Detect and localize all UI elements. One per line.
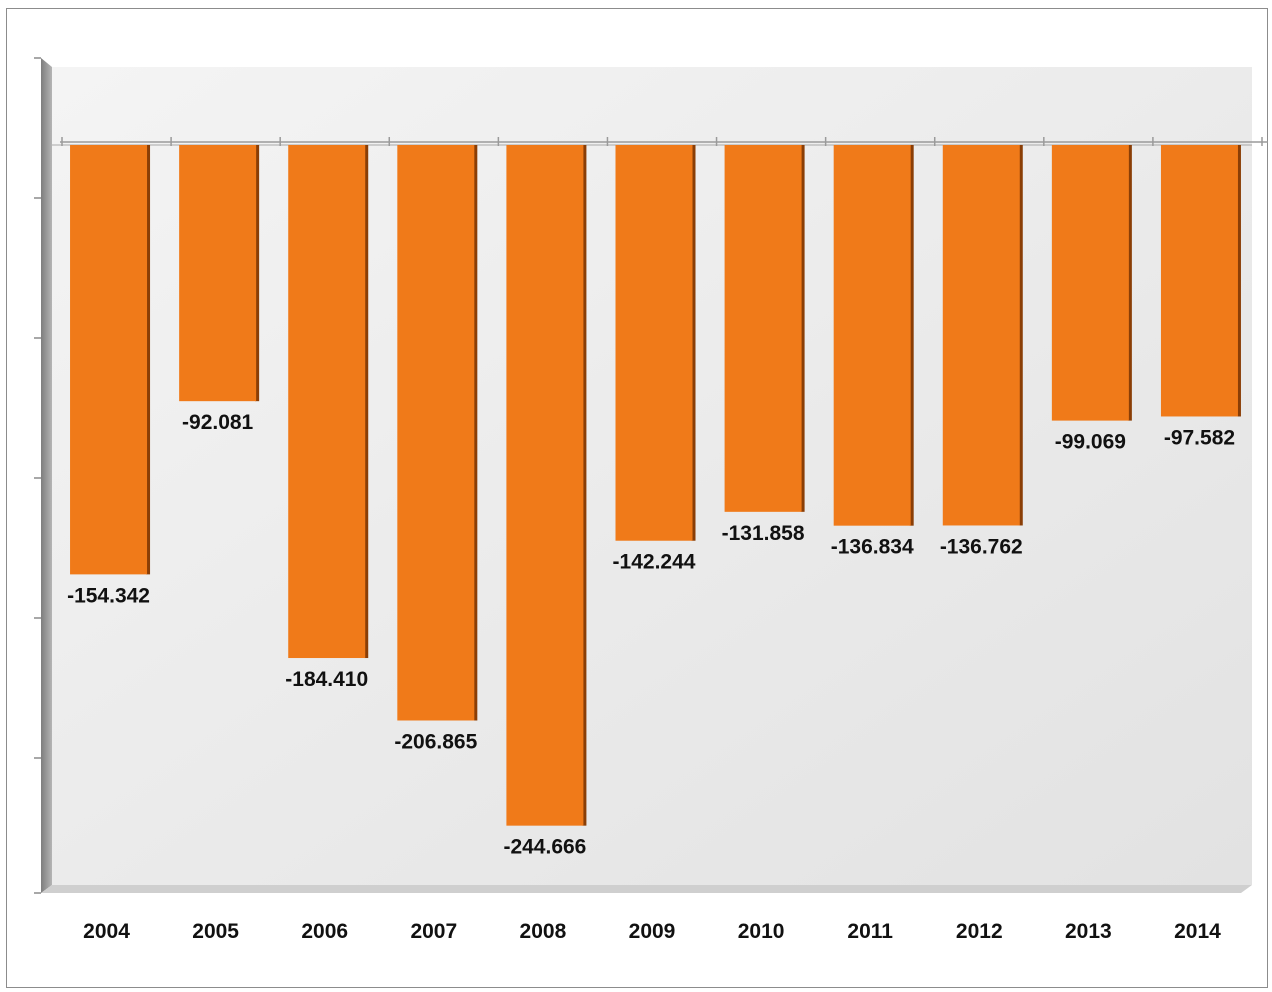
x-tick-label-2014: 2014: [1174, 920, 1221, 943]
bar-side-2006: [364, 145, 369, 659]
bar-side-2004: [146, 145, 151, 575]
bar-2004: [70, 145, 148, 575]
bar-2012: [942, 145, 1020, 526]
plot-floor: [41, 885, 1252, 893]
bar-2007: [397, 145, 475, 721]
bar-side-2011: [909, 145, 914, 526]
data-label-2008: -244.666: [503, 836, 586, 859]
data-label-2004: -154.342: [67, 584, 150, 607]
bar-side-2005: [255, 145, 260, 402]
bar-side-2012: [1018, 145, 1023, 526]
bars-group: [70, 145, 1241, 826]
x-tick-label-2012: 2012: [956, 920, 1003, 943]
x-tick-label-2008: 2008: [520, 920, 567, 943]
bar-2014: [1160, 145, 1238, 417]
x-tick-label-2007: 2007: [410, 920, 457, 943]
data-label-2014: -97.582: [1164, 426, 1235, 449]
x-axis-labels: 2004 2005 2006 2007 2008 2009 2010 2011 2012 2013…: [83, 920, 1221, 943]
bar-side-2009: [691, 145, 696, 541]
bar-side-2013: [1127, 145, 1132, 421]
bar-side-2014: [1236, 145, 1241, 417]
bar-2006: [288, 145, 366, 659]
data-label-2007: -206.865: [394, 730, 477, 753]
data-label-2009: -142.244: [613, 551, 696, 574]
x-tick-label-2006: 2006: [301, 920, 348, 943]
axis-side-wall: [41, 58, 52, 893]
bar-side-2010: [800, 145, 805, 512]
bar-2009: [615, 145, 693, 541]
bar-2011: [833, 145, 911, 526]
x-tick-label-2011: 2011: [847, 920, 893, 943]
data-label-2005: -92.081: [182, 411, 254, 434]
bar-2013: [1051, 145, 1129, 421]
y-axis-ticks: [34, 57, 41, 894]
bar-2010: [724, 145, 802, 512]
data-label-2010: -131.858: [722, 522, 805, 545]
data-label-2012: -136.762: [940, 535, 1023, 558]
bar-2005: [179, 145, 257, 402]
bar-2008: [506, 145, 584, 826]
data-label-2013: -99.069: [1055, 431, 1126, 454]
bar-side-2008: [582, 145, 587, 826]
x-tick-label-2005: 2005: [192, 920, 239, 943]
x-tick-label-2009: 2009: [629, 920, 676, 943]
bar-side-2007: [473, 145, 478, 721]
x-tick-label-2013: 2013: [1065, 920, 1112, 943]
x-tick-label-2004: 2004: [83, 920, 130, 943]
x-tick-label-2010: 2010: [738, 920, 785, 943]
data-label-2011: -136.834: [831, 536, 914, 559]
data-labels-group: -154.342 -92.081 -184.410 -206.865 -244.666 -…: [67, 411, 1235, 858]
data-label-2006: -184.410: [285, 668, 368, 691]
